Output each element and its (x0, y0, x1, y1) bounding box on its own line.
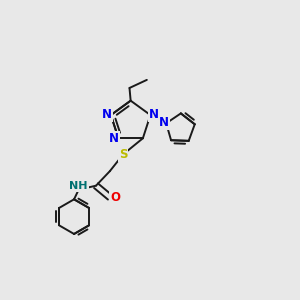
Text: N: N (159, 116, 169, 129)
Text: O: O (110, 191, 120, 204)
Text: N: N (109, 132, 119, 145)
Text: S: S (119, 148, 128, 161)
Text: N: N (102, 108, 112, 121)
Text: N: N (149, 108, 159, 121)
Text: NH: NH (69, 181, 88, 191)
